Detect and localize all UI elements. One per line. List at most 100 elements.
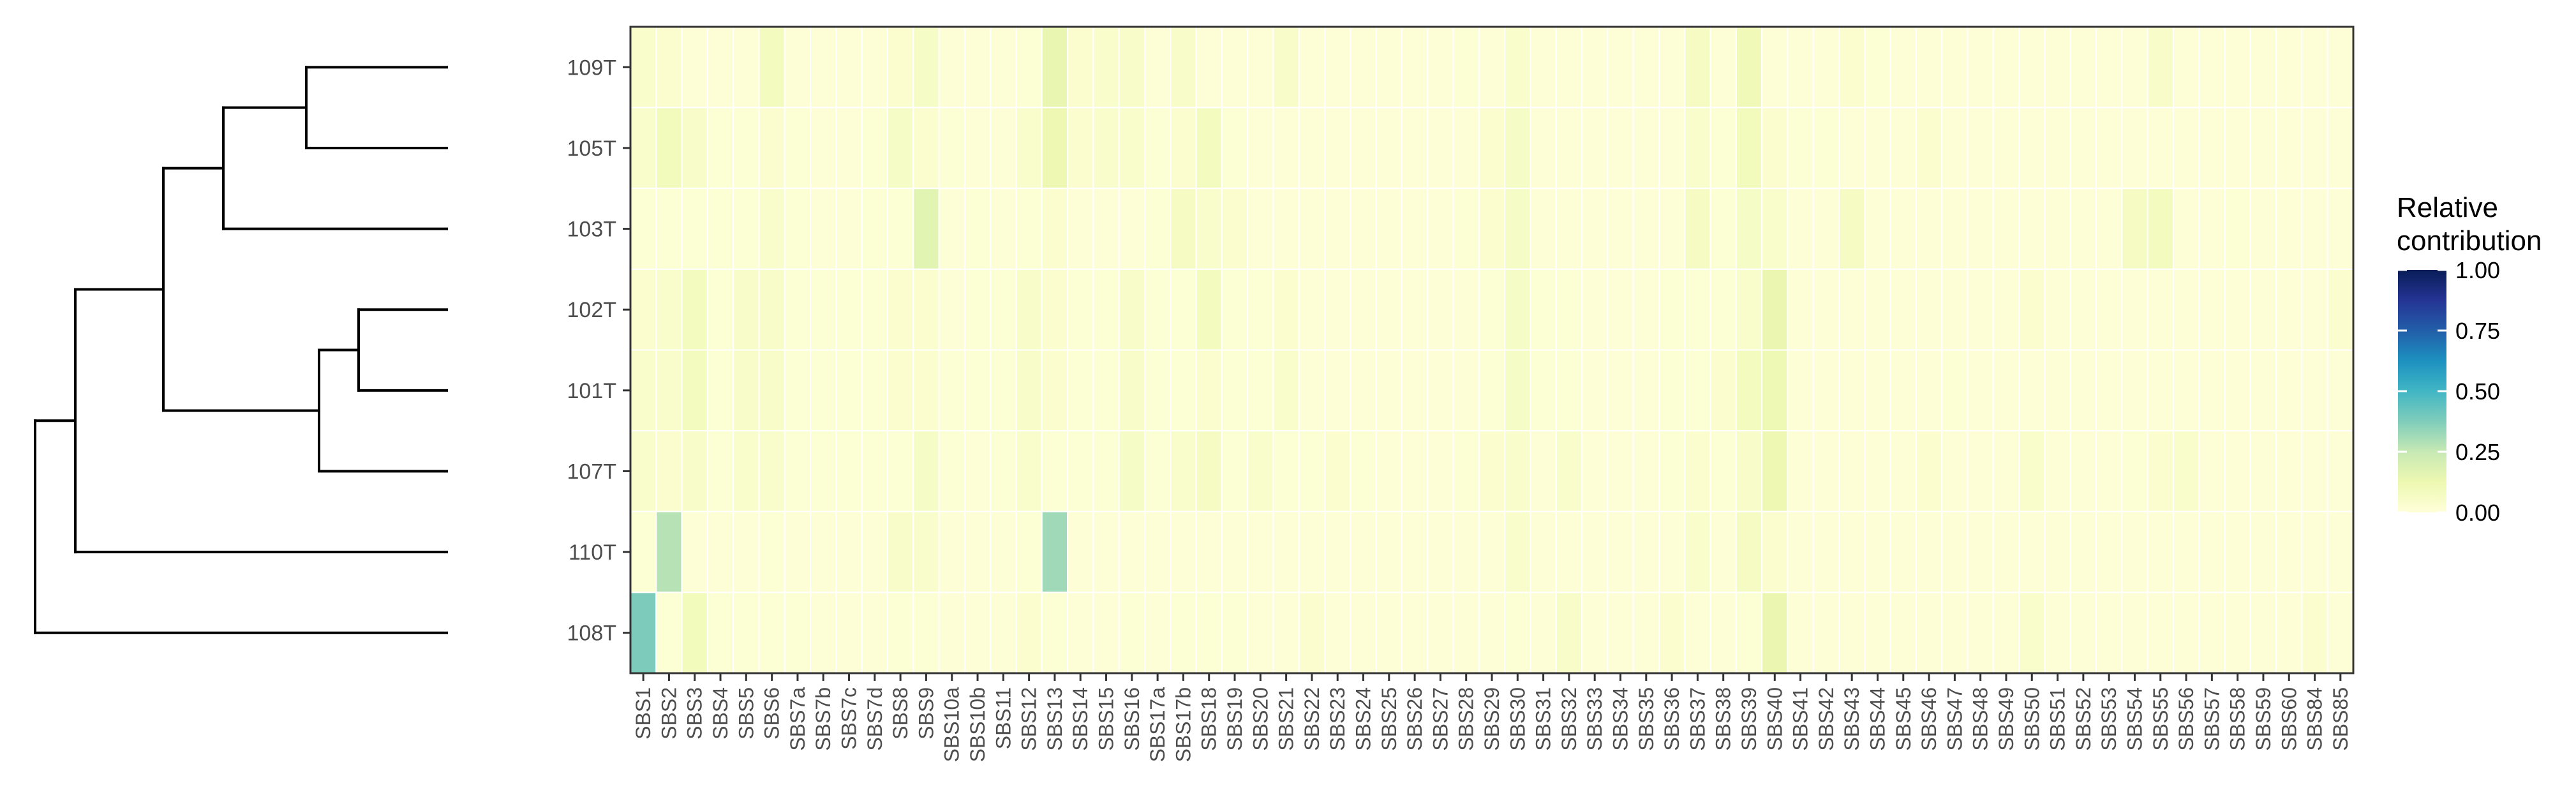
heatmap-cell xyxy=(1992,188,2020,270)
row-label: 102T xyxy=(567,298,617,322)
heatmap-cell xyxy=(1915,430,1943,512)
row-label: 103T xyxy=(567,218,617,242)
column-label: SBS17b xyxy=(1172,687,1195,762)
heatmap-cell xyxy=(1143,107,1172,190)
column-label: SBS14 xyxy=(1069,687,1092,751)
column-label: SBS85 xyxy=(2329,687,2352,751)
heatmap-cell xyxy=(1375,26,1403,108)
legend-tick-label: 0.50 xyxy=(2455,378,2500,405)
heatmap-cell xyxy=(938,268,965,351)
column-label: SBS12 xyxy=(1018,687,1041,751)
heatmap-cell xyxy=(1838,349,1866,432)
heatmap-cell xyxy=(1709,107,1737,190)
heatmap-cell xyxy=(835,510,863,593)
heatmap-cell xyxy=(1067,349,1094,432)
heatmap-cell xyxy=(1401,188,1429,270)
heatmap-cell xyxy=(2018,349,2046,432)
heatmap-cell xyxy=(1967,349,1994,432)
heatmap-cell xyxy=(630,107,657,190)
column-label: SBS4 xyxy=(709,687,732,740)
heatmap-cell xyxy=(861,26,888,108)
heatmap-cell xyxy=(630,510,657,593)
heatmap-cell xyxy=(1067,26,1094,108)
heatmap-cell xyxy=(2044,349,2071,432)
heatmap-cell xyxy=(861,188,888,270)
heatmap-cell xyxy=(1092,268,1120,351)
heatmap-cell xyxy=(1350,349,1377,432)
heatmap-cell xyxy=(1427,349,1454,432)
heatmap-cell xyxy=(1221,188,1249,270)
heatmap-cell xyxy=(1143,592,1172,674)
column-label: SBS45 xyxy=(1892,687,1915,751)
heatmap-cell xyxy=(655,268,683,351)
column-label: SBS11 xyxy=(992,687,1015,749)
heatmap-cell xyxy=(990,430,1017,512)
heatmap-cell xyxy=(1632,349,1660,432)
heatmap-cell xyxy=(1195,188,1223,270)
row-label: 101T xyxy=(567,379,617,403)
heatmap-cell xyxy=(1941,510,1969,593)
heatmap-cell xyxy=(1889,26,1917,108)
heatmap-cell xyxy=(1143,188,1172,270)
heatmap-cell xyxy=(2147,510,2174,593)
heatmap-cell xyxy=(706,26,734,108)
heatmap-cell xyxy=(2069,349,2097,432)
heatmap-cell xyxy=(1427,268,1454,351)
heatmap-cell xyxy=(1581,349,1609,432)
heatmap-cell xyxy=(1092,430,1120,512)
heatmap-cell xyxy=(2249,107,2277,190)
heatmap-cell xyxy=(2301,430,2328,512)
heatmap-cell xyxy=(681,349,708,432)
heatmap-cell xyxy=(1195,107,1223,190)
heatmap-cell xyxy=(1272,188,1300,270)
heatmap-cell xyxy=(2172,592,2200,674)
heatmap-cell xyxy=(1478,592,1506,674)
row-label: 110T xyxy=(569,540,616,565)
heatmap-cell xyxy=(2121,430,2148,512)
heatmap-cell xyxy=(1015,188,1043,270)
heatmap-cell xyxy=(630,430,657,512)
heatmap-cell xyxy=(886,430,914,512)
heatmap-cell xyxy=(706,349,734,432)
heatmap-cell xyxy=(1941,592,1969,674)
heatmap-cell xyxy=(964,510,992,593)
heatmap-cell xyxy=(2172,349,2200,432)
heatmap-cell xyxy=(1324,188,1351,270)
heatmap-cell xyxy=(2301,26,2328,108)
heatmap-cell xyxy=(784,430,812,512)
heatmap-cell xyxy=(2275,592,2303,674)
heatmap-cell xyxy=(1607,430,1634,512)
heatmap-cell xyxy=(1015,510,1043,593)
heatmap-cell xyxy=(706,188,734,270)
heatmap-cell xyxy=(1092,510,1120,593)
heatmap-cell xyxy=(1298,349,1326,432)
heatmap-cell xyxy=(1092,26,1120,108)
heatmap-cell xyxy=(964,268,992,351)
heatmap-cell xyxy=(1658,107,1686,190)
heatmap-cell xyxy=(784,26,812,108)
heatmap-cell xyxy=(1375,349,1403,432)
heatmap-cell xyxy=(810,510,837,593)
heatmap-cell xyxy=(861,430,888,512)
heatmap-cell xyxy=(2147,592,2174,674)
heatmap-cell xyxy=(2198,592,2226,674)
column-label: SBS17a xyxy=(1146,687,1169,763)
heatmap-cell xyxy=(2147,107,2174,190)
heatmap-cell xyxy=(2249,510,2277,593)
heatmap-cell xyxy=(1709,430,1737,512)
heatmap-cell xyxy=(1838,268,1866,351)
heatmap-cell xyxy=(1504,26,1531,108)
heatmap-cell xyxy=(630,26,657,108)
heatmap-cell xyxy=(681,268,708,351)
heatmap-cell xyxy=(1684,26,1711,108)
heatmap-cell xyxy=(990,107,1017,190)
heatmap-cell xyxy=(1272,107,1300,190)
heatmap-cell xyxy=(2096,268,2123,351)
heatmap-cell xyxy=(1581,26,1609,108)
heatmap-cell xyxy=(1041,107,1069,190)
heatmap-cell xyxy=(1170,268,1197,351)
row-label: 108T xyxy=(567,622,617,646)
heatmap-cell xyxy=(2301,510,2328,593)
heatmap-cell xyxy=(1812,510,1840,593)
